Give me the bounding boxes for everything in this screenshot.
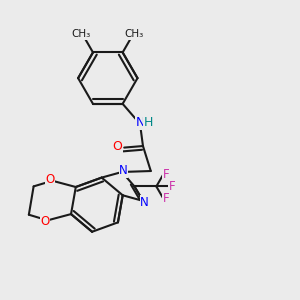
Text: CH₃: CH₃ bbox=[125, 29, 144, 39]
Text: O: O bbox=[112, 140, 122, 153]
Text: F: F bbox=[169, 180, 175, 193]
Text: N: N bbox=[140, 196, 149, 209]
Text: H: H bbox=[144, 116, 153, 129]
Text: F: F bbox=[162, 168, 169, 181]
Text: N: N bbox=[119, 164, 128, 177]
Text: F: F bbox=[162, 192, 169, 205]
Text: O: O bbox=[45, 173, 55, 186]
Text: O: O bbox=[40, 215, 50, 228]
Text: CH₃: CH₃ bbox=[72, 29, 91, 39]
Text: N: N bbox=[136, 116, 145, 129]
